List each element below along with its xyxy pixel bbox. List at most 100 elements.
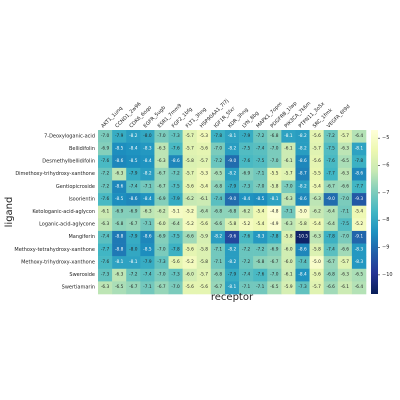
heatmap-cell xyxy=(168,193,183,206)
heatmap-cell xyxy=(112,142,127,156)
cell-value-label: -7.3 xyxy=(171,133,180,139)
heatmap-cell xyxy=(323,180,339,194)
cell-value-label: -5.9 xyxy=(284,284,293,290)
cell-value-label: -5.2 xyxy=(242,221,251,227)
heatmap-cell xyxy=(112,130,127,143)
heatmap-cell xyxy=(224,205,240,219)
cell-value-label: -5.6 xyxy=(171,259,180,265)
cell-value-label: -7.2 xyxy=(129,272,138,278)
cell-value-label: -6.3 xyxy=(284,196,293,202)
cell-value-label: -6.7 xyxy=(157,284,166,290)
cell-value-label: -6.3 xyxy=(101,221,110,227)
heatmap-cell xyxy=(140,230,155,244)
cell-value-label: -5.7 xyxy=(200,158,209,164)
cell-value-label: -7.4 xyxy=(256,145,265,151)
cell-value-label: -8.2 xyxy=(298,133,307,139)
heatmap-cell xyxy=(112,205,127,219)
cell-value-label: -7.3 xyxy=(101,272,110,278)
cell-value-label: -6.5 xyxy=(355,272,364,278)
cell-value-label: -8.1 xyxy=(115,259,124,265)
cell-value-label: -6.3 xyxy=(115,171,124,177)
cell-value-label: -5.6 xyxy=(185,284,194,290)
heatmap-cell xyxy=(98,243,113,257)
heatmap-cell xyxy=(154,130,169,143)
heatmap-cell xyxy=(196,230,212,244)
cell-value-label: -5.4 xyxy=(256,209,265,215)
heatmap-cell xyxy=(239,230,254,244)
cell-value-label: -7.6 xyxy=(171,145,180,151)
heatmap-cell xyxy=(168,142,183,156)
cell-value-label: -7.1 xyxy=(256,284,265,290)
cell-value-label: -7.1 xyxy=(214,246,223,252)
heatmap-cell xyxy=(112,243,127,257)
cell-value-label: -8.2 xyxy=(298,183,307,189)
heatmap-cell xyxy=(154,281,169,295)
heatmap-cell xyxy=(295,130,310,143)
heatmap-cell xyxy=(140,218,155,232)
heatmap-cell xyxy=(239,243,254,257)
heatmap-cell xyxy=(295,205,310,219)
cell-value-label: -6.9 xyxy=(242,171,251,177)
cell-value-label: -6.1 xyxy=(284,158,293,164)
heatmap-cell xyxy=(239,142,254,156)
heatmap-cell xyxy=(154,180,169,194)
cell-value-label: -7.2 xyxy=(101,171,110,177)
heatmap-cell xyxy=(323,268,339,282)
heatmap-cell xyxy=(126,130,141,143)
heatmap-cell xyxy=(98,268,113,282)
cell-value-label: -6.5 xyxy=(341,158,350,164)
heatmap-cell xyxy=(337,167,353,181)
heatmap-cell xyxy=(253,230,268,244)
heatmap-cell xyxy=(210,130,226,143)
cell-value-label: -7.8 xyxy=(355,158,364,164)
cell-value-label: -6.7 xyxy=(214,284,223,290)
cell-value-label: -7.0 xyxy=(270,158,279,164)
cell-value-label: -7.1 xyxy=(284,209,293,215)
heatmap-cell xyxy=(253,193,268,206)
heatmap-cell xyxy=(281,167,296,181)
heatmap-cell xyxy=(182,281,198,295)
heatmap-cell xyxy=(309,167,324,181)
heatmap-cell xyxy=(210,193,226,206)
cell-value-label: -6.6 xyxy=(214,221,223,227)
heatmap-cell xyxy=(196,205,212,219)
heatmap-cell xyxy=(196,243,212,257)
cell-value-label: -6.9 xyxy=(115,209,124,215)
heatmap-cell xyxy=(295,256,310,270)
heatmap-cell xyxy=(98,218,113,232)
cell-value-label: -6.2 xyxy=(242,209,251,215)
heatmap-cell xyxy=(196,180,212,194)
cell-value-label: -8.6 xyxy=(298,246,307,252)
heatmap-cell xyxy=(267,256,282,270)
heatmap-cell xyxy=(154,268,169,282)
cell-value-label: -6.2 xyxy=(185,196,194,202)
heatmap-cell xyxy=(210,205,226,219)
cell-value-label: -6.1 xyxy=(101,209,110,215)
cell-value-label: -7.1 xyxy=(256,171,265,177)
heatmap-cell xyxy=(224,193,240,206)
cell-value-label: -6.8 xyxy=(214,272,223,278)
heatmap-cell xyxy=(239,155,254,169)
row-labels: 7-Deoxyloganic-acid Bellidifolin Desmethyl… xyxy=(14,133,95,290)
cell-value-label: -5.6 xyxy=(200,145,209,151)
heatmap-cell xyxy=(154,230,169,244)
heatmap-cell xyxy=(253,218,268,232)
cell-value-label: -7.6 xyxy=(242,234,251,240)
cell-value-label: -7.6 xyxy=(101,259,110,265)
heatmap-cell xyxy=(239,256,254,270)
cell-value-label: -6.3 xyxy=(341,145,350,151)
heatmap-cell xyxy=(281,205,296,219)
heatmap-cells xyxy=(98,130,367,295)
heatmap-cell xyxy=(295,167,310,181)
heatmap-cell xyxy=(309,193,324,206)
cell-value-label: -6.7 xyxy=(327,259,336,265)
heatmap-cell xyxy=(337,193,353,206)
heatmap-cell xyxy=(224,281,240,295)
heatmap-cell xyxy=(98,180,113,194)
cell-value-label: -8.2 xyxy=(214,234,223,240)
heatmap-cell xyxy=(196,193,212,206)
cell-value-label: -7.2 xyxy=(327,133,336,139)
heatmap-cell xyxy=(267,205,282,219)
cell-value-label: -8.3 xyxy=(143,145,152,151)
cell-value-label: -7.8 xyxy=(214,133,223,139)
